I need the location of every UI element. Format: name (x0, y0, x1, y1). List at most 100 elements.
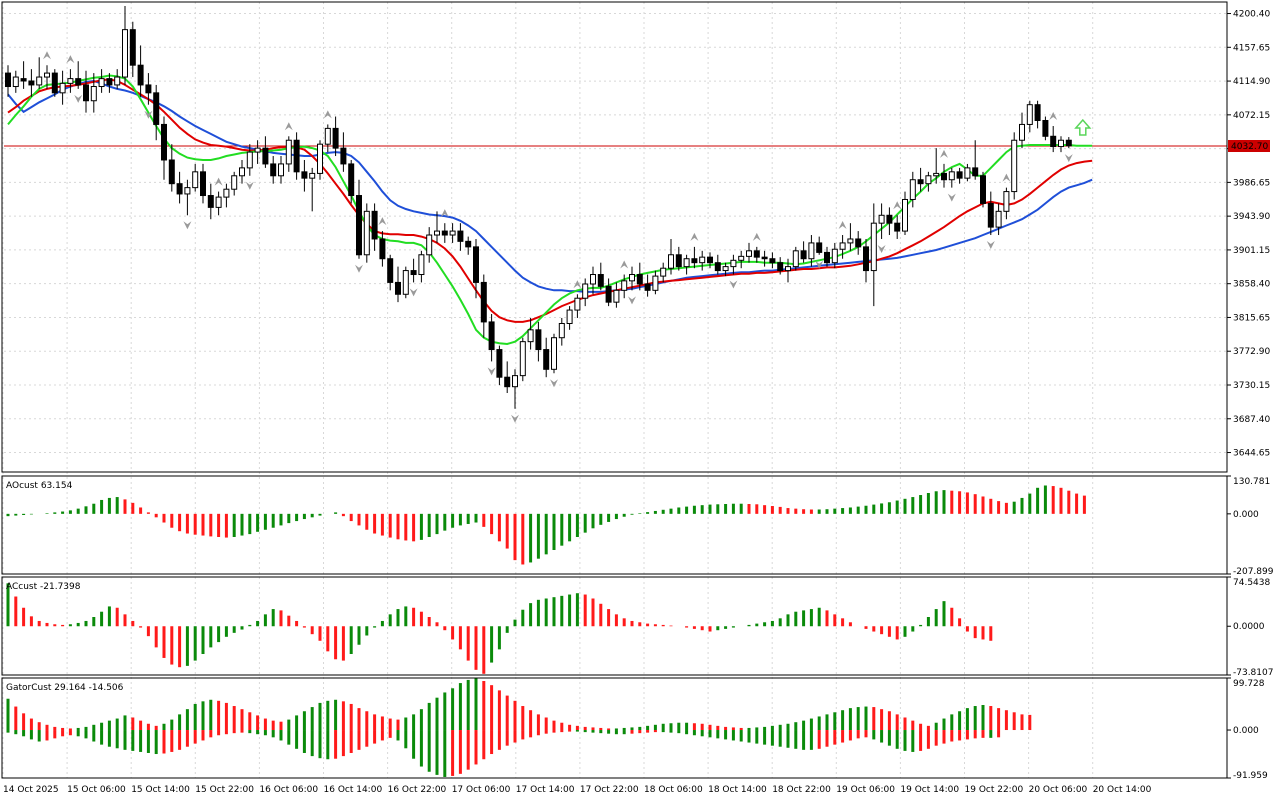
candle[interactable] (1065, 137, 1072, 149)
candle[interactable] (948, 167, 955, 188)
candle[interactable] (886, 207, 893, 236)
candle[interactable] (449, 223, 456, 243)
candle[interactable] (668, 238, 674, 275)
candle[interactable] (371, 203, 378, 251)
candle[interactable] (613, 282, 620, 308)
candle[interactable] (145, 73, 152, 105)
candle[interactable] (917, 167, 924, 192)
candle[interactable] (769, 252, 776, 269)
candle[interactable] (153, 84, 160, 141)
candle[interactable] (363, 203, 370, 263)
candle[interactable] (987, 191, 994, 236)
candle[interactable] (894, 215, 901, 239)
candle[interactable] (636, 262, 643, 291)
candle[interactable] (691, 246, 698, 269)
candle[interactable] (878, 203, 885, 239)
candle[interactable] (597, 262, 604, 291)
candle[interactable] (75, 61, 82, 89)
candle[interactable] (785, 258, 791, 283)
candle[interactable] (278, 156, 284, 184)
candle[interactable] (324, 124, 331, 153)
candle[interactable] (855, 231, 862, 255)
candle[interactable] (683, 254, 690, 275)
candle[interactable] (808, 235, 815, 267)
candle[interactable] (426, 227, 433, 263)
price-pane[interactable] (4, 0, 1227, 423)
candle[interactable] (457, 223, 464, 251)
candle[interactable] (387, 254, 394, 291)
candle[interactable] (200, 163, 206, 204)
candle[interactable] (800, 241, 807, 263)
candle[interactable] (332, 116, 339, 157)
candle[interactable] (582, 278, 589, 307)
candle[interactable] (192, 163, 199, 192)
candle[interactable] (605, 278, 612, 307)
candle[interactable] (309, 167, 316, 212)
candle[interactable] (972, 140, 979, 180)
candle[interactable] (644, 274, 651, 297)
candle[interactable] (847, 223, 854, 251)
candle[interactable] (590, 266, 596, 295)
candle[interactable] (730, 254, 737, 275)
candle[interactable] (270, 156, 277, 184)
candle[interactable] (488, 314, 495, 362)
candle[interactable] (254, 140, 261, 164)
candle[interactable] (496, 345, 503, 386)
candle[interactable] (137, 45, 144, 97)
candle[interactable] (122, 5, 128, 85)
candle[interactable] (441, 223, 448, 243)
candle[interactable] (434, 211, 440, 243)
candle[interactable] (5, 65, 11, 97)
candle[interactable] (1042, 116, 1049, 141)
candle[interactable] (1011, 132, 1018, 200)
candle[interactable] (20, 61, 27, 89)
candle[interactable] (1034, 100, 1041, 129)
candle[interactable] (738, 250, 745, 269)
candle[interactable] (301, 159, 308, 192)
candle[interactable] (379, 231, 386, 267)
candle[interactable] (36, 57, 43, 89)
candle[interactable] (473, 238, 479, 299)
candle[interactable] (980, 171, 986, 208)
candle[interactable] (285, 136, 292, 172)
candle[interactable] (395, 266, 401, 303)
candle[interactable] (317, 140, 323, 180)
candle[interactable] (543, 337, 550, 378)
candle[interactable] (44, 65, 50, 89)
candle[interactable] (699, 250, 706, 271)
candle[interactable] (722, 262, 729, 277)
candle[interactable] (629, 266, 635, 291)
candle[interactable] (566, 306, 573, 330)
candle[interactable] (402, 266, 409, 299)
candle[interactable] (83, 70, 89, 113)
candle[interactable] (51, 69, 58, 97)
candle[interactable] (246, 144, 253, 176)
candle[interactable] (512, 369, 518, 409)
candle[interactable] (114, 69, 121, 89)
candle[interactable] (675, 246, 682, 271)
candle[interactable] (519, 337, 526, 382)
candle[interactable] (746, 242, 752, 263)
candle[interactable] (824, 246, 830, 267)
ac-pane[interactable] (6, 583, 993, 674)
candle[interactable] (1050, 126, 1057, 153)
candle[interactable] (28, 69, 35, 97)
candle[interactable] (995, 203, 1002, 236)
candle[interactable] (753, 246, 760, 263)
candle[interactable] (504, 361, 511, 394)
candle[interactable] (870, 203, 877, 307)
candle[interactable] (621, 274, 628, 299)
candle[interactable] (1026, 100, 1033, 133)
candle[interactable] (660, 262, 667, 283)
candle[interactable] (863, 238, 869, 283)
candle[interactable] (535, 321, 542, 362)
candle[interactable] (168, 144, 175, 192)
candle[interactable] (223, 183, 230, 208)
candle[interactable] (714, 254, 721, 275)
candle[interactable] (59, 70, 66, 105)
candle[interactable] (1003, 187, 1010, 220)
candle[interactable] (558, 317, 565, 346)
candle[interactable] (215, 191, 222, 216)
candle[interactable] (909, 171, 916, 208)
candle[interactable] (707, 252, 713, 269)
